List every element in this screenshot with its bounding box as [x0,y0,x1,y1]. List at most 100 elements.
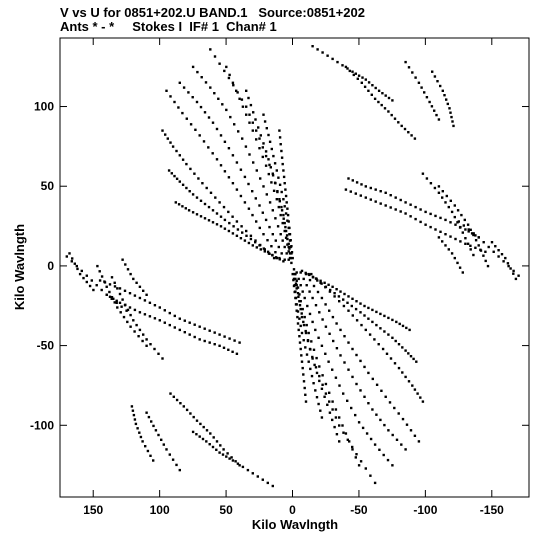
uv-point [437,236,441,239]
uv-point [221,103,224,106]
uv-point [266,250,270,253]
uv-point [182,86,186,89]
uv-point [367,306,370,310]
uv-point [202,140,206,143]
uv-point [209,191,213,194]
uv-point [464,237,467,240]
uv-point [205,186,208,190]
uv-point [380,389,383,392]
uv-point [161,129,164,132]
uv-point [296,310,300,313]
uv-point [235,161,239,164]
uv-point [208,329,211,332]
uv-point [342,298,345,301]
uv-point [474,234,477,237]
uv-point [390,113,393,117]
uv-point [259,134,262,137]
uv-point [166,137,169,140]
uv-point [338,440,341,443]
uv-point [92,288,95,292]
uv-point [354,456,357,459]
uv-point [149,343,152,346]
uv-point [300,360,304,363]
uv-point [430,105,434,108]
uv-point [444,218,447,222]
uv-point [215,158,219,161]
uv-point [71,257,74,260]
chart-title: V vs U for 0851+202.U BAND.1 Source:0851… [60,5,365,20]
uv-point [477,244,480,247]
uv-point [421,172,425,175]
uv-point [227,147,231,150]
uv-point [274,217,277,220]
uv-point [387,333,390,336]
uv-point [249,103,253,107]
uv-point [236,91,239,94]
uv-point [314,366,318,369]
uv-point [235,352,239,355]
uv-point [262,233,265,236]
uv-point [236,462,240,465]
uv-point [288,226,291,230]
uv-point [361,76,364,79]
uv-point [194,128,197,131]
uv-point [301,290,304,293]
uv-point [218,201,221,204]
uv-point [401,324,405,328]
uv-point [436,80,439,83]
uv-point [254,197,257,200]
uv-point [460,213,463,217]
uv-point [251,244,254,247]
uv-point [297,277,300,281]
uv-point [280,209,284,212]
uv-point [95,284,98,287]
uv-point [298,335,301,338]
uv-point [359,389,362,392]
uv-point [349,190,352,193]
uv-point [399,198,402,202]
uv-point [129,313,132,317]
uv-point [68,252,71,255]
uv-point [343,292,346,296]
uv-point [295,287,298,290]
uv-point [262,142,265,145]
uv-point [267,252,270,255]
uv-point [384,395,387,398]
uv-point [324,303,327,306]
uv-point [112,297,115,300]
uv-point [271,233,274,236]
uv-point [470,232,474,235]
uv-point [299,284,302,287]
uv-point [254,241,257,244]
uv-point [100,288,103,292]
uv-point [76,267,79,271]
x-tick-label: -150 [480,503,504,517]
uv-point [213,331,216,334]
uv-point [294,296,297,300]
uv-point [148,301,152,304]
uv-point [317,402,320,406]
uv-point [394,339,397,343]
uv-point [320,416,324,419]
uv-point [113,281,116,284]
uv-point [276,225,280,228]
uv-point [149,454,152,457]
uv-point [459,240,462,243]
uv-point [409,429,413,432]
uv-point [178,328,181,332]
uv-point [355,181,359,184]
uv-point [193,323,196,326]
uv-point [456,261,459,265]
uv-point [304,271,307,275]
uv-point [304,346,307,349]
uv-point [328,391,331,394]
uv-point [374,86,377,90]
uv-point [309,367,312,371]
uv-point [472,232,475,235]
uv-point [292,284,296,288]
uv-point [241,231,244,234]
uv-point [409,355,413,358]
uv-point [239,237,243,240]
uv-point [110,297,113,300]
uv-point [512,272,515,275]
